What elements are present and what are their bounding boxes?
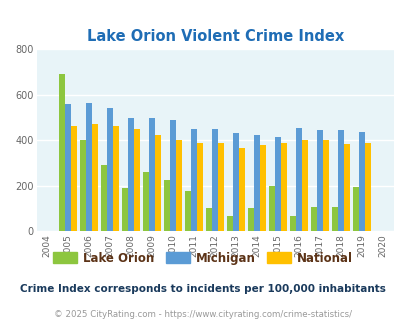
Bar [176,140,181,231]
Bar [248,208,254,231]
Bar [164,180,170,231]
Bar [275,137,281,231]
Legend: Lake Orion, Michigan, National: Lake Orion, Michigan, National [49,247,356,269]
Bar [269,185,275,231]
Bar [101,165,107,231]
Bar [155,135,160,231]
Bar [358,132,364,231]
Bar [59,75,65,231]
Bar [337,130,343,231]
Bar [301,140,307,231]
Bar [185,191,191,231]
Text: Crime Index corresponds to incidents per 100,000 inhabitants: Crime Index corresponds to incidents per… [20,284,385,294]
Bar [317,130,322,231]
Bar [134,129,140,231]
Bar [149,117,155,231]
Bar [227,216,233,231]
Bar [290,216,296,231]
Bar [80,140,86,231]
Bar [65,104,71,231]
Bar [254,135,260,231]
Bar [281,143,286,231]
Bar [113,125,119,231]
Bar [239,148,245,231]
Bar [343,144,349,231]
Bar [296,128,301,231]
Bar [71,125,77,231]
Bar [322,140,328,231]
Bar [311,207,317,231]
Bar [196,143,202,231]
Bar [191,129,196,231]
Bar [217,143,224,231]
Bar [128,117,134,231]
Bar [364,143,370,231]
Bar [353,187,358,231]
Bar [206,208,212,231]
Title: Lake Orion Violent Crime Index: Lake Orion Violent Crime Index [86,29,343,44]
Text: © 2025 CityRating.com - https://www.cityrating.com/crime-statistics/: © 2025 CityRating.com - https://www.city… [54,310,351,319]
Bar [122,188,128,231]
Bar [233,133,239,231]
Bar [107,109,113,231]
Bar [86,103,92,231]
Bar [260,145,265,231]
Bar [212,129,217,231]
Bar [143,172,149,231]
Bar [170,120,176,231]
Bar [332,207,337,231]
Bar [92,124,98,231]
